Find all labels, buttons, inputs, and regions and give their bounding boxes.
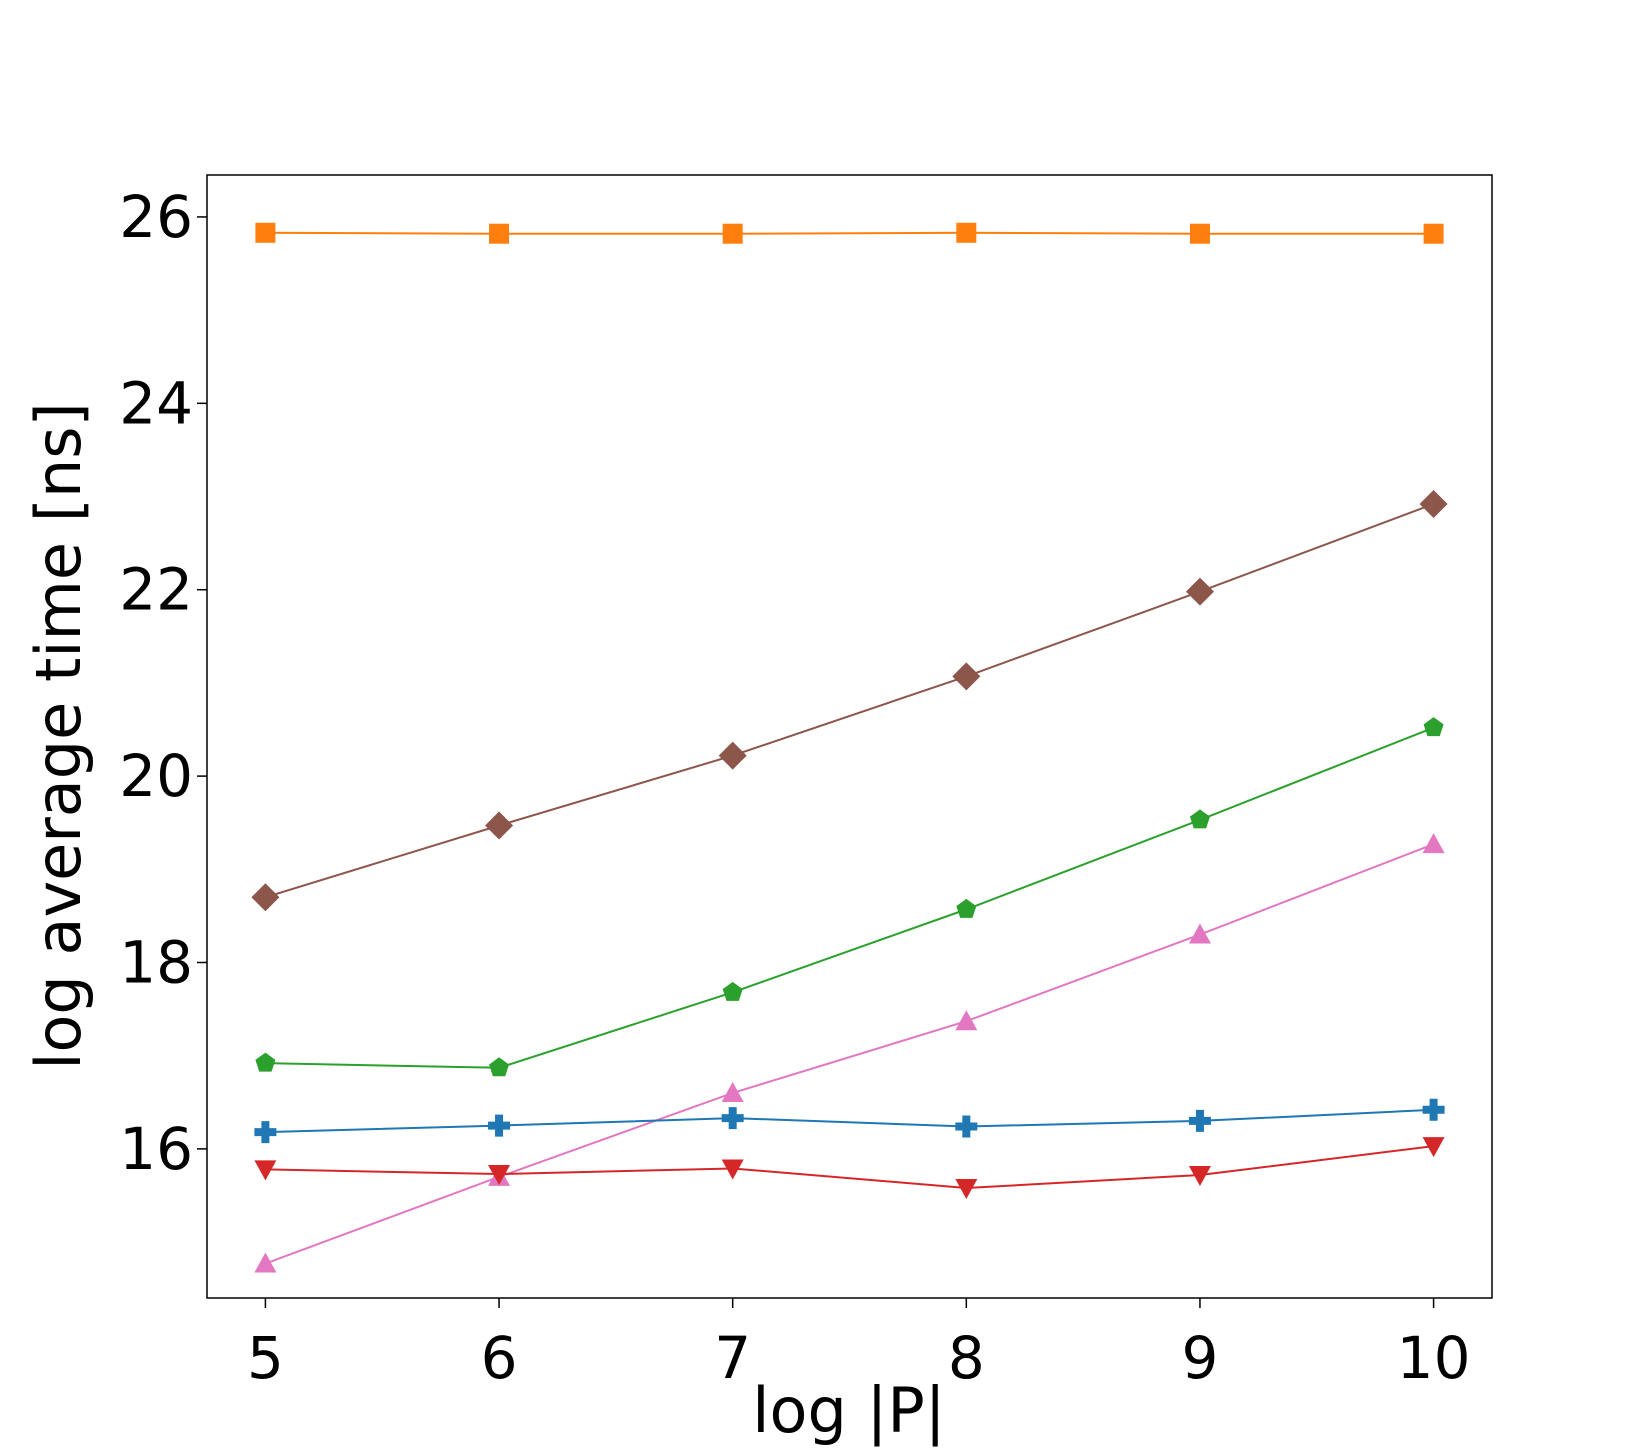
series-lines <box>265 231 1434 1265</box>
data-point-plus <box>955 1115 978 1138</box>
y-axis-title: log average time [ns] <box>22 402 95 1070</box>
data-point-triangle-down <box>955 1179 978 1200</box>
y-tick-label: 18 <box>119 928 193 996</box>
data-point-triangle-up <box>254 1252 277 1273</box>
series-line-square <box>265 231 1434 235</box>
data-point-square <box>255 222 276 243</box>
data-point-diamond <box>251 883 280 912</box>
data-point-pentagon <box>255 1052 276 1072</box>
data-point-plus <box>721 1107 744 1130</box>
x-tick-label: 10 <box>1397 1324 1471 1392</box>
data-point-pentagon <box>1189 809 1210 829</box>
series-line-diamond <box>265 503 1434 899</box>
y-tick-label: 20 <box>119 742 193 810</box>
series-markers <box>251 222 1448 1273</box>
x-axis-title: log |P| <box>752 1374 945 1448</box>
y-tick-label: 16 <box>119 1115 193 1183</box>
data-point-triangle-up <box>1422 833 1445 854</box>
x-tick-label: 9 <box>1182 1324 1219 1392</box>
data-point-diamond <box>718 741 747 770</box>
data-point-diamond <box>952 662 981 691</box>
data-point-triangle-down <box>721 1159 744 1180</box>
data-point-square <box>1189 223 1210 244</box>
data-point-square <box>956 222 977 243</box>
y-tick-label: 26 <box>119 183 193 251</box>
series-line-plus <box>265 1108 1434 1134</box>
data-point-plus <box>488 1114 511 1137</box>
plot-area-frame <box>206 174 1493 1299</box>
data-point-triangle-down <box>254 1160 277 1181</box>
data-point-square <box>722 223 743 244</box>
data-point-triangle-up <box>1188 923 1211 944</box>
data-point-triangle-down <box>1188 1165 1211 1186</box>
data-point-diamond <box>1185 577 1214 606</box>
data-point-triangle-up <box>721 1081 744 1102</box>
data-point-triangle-down <box>1422 1137 1445 1158</box>
y-tick-label: 22 <box>119 556 193 624</box>
data-point-pentagon <box>489 1057 510 1077</box>
data-point-square <box>1423 223 1444 244</box>
x-tick-label: 7 <box>714 1324 751 1392</box>
data-point-pentagon <box>956 898 977 918</box>
x-tick-label: 6 <box>481 1324 518 1392</box>
series-line-triangle-up <box>265 843 1434 1265</box>
x-tick-label: 5 <box>247 1324 284 1392</box>
x-tick-label: 8 <box>948 1324 985 1392</box>
data-point-plus <box>1188 1109 1211 1132</box>
data-point-square <box>489 223 510 244</box>
data-point-triangle-up <box>955 1010 978 1031</box>
data-point-plus <box>1422 1098 1445 1121</box>
series-line-pentagon <box>265 726 1434 1069</box>
x-axis: 5 6 7 8 9 10 <box>247 1298 1471 1392</box>
y-axis: 16 18 20 22 24 26 <box>119 183 207 1183</box>
series-line-triangle-down <box>265 1145 1434 1190</box>
data-point-pentagon <box>1423 717 1444 737</box>
data-point-plus <box>254 1121 277 1144</box>
data-point-triangle-down <box>488 1165 511 1186</box>
data-point-diamond <box>1419 489 1448 518</box>
y-tick-label: 24 <box>119 369 193 437</box>
data-point-pentagon <box>722 981 743 1001</box>
data-point-diamond <box>485 811 514 840</box>
